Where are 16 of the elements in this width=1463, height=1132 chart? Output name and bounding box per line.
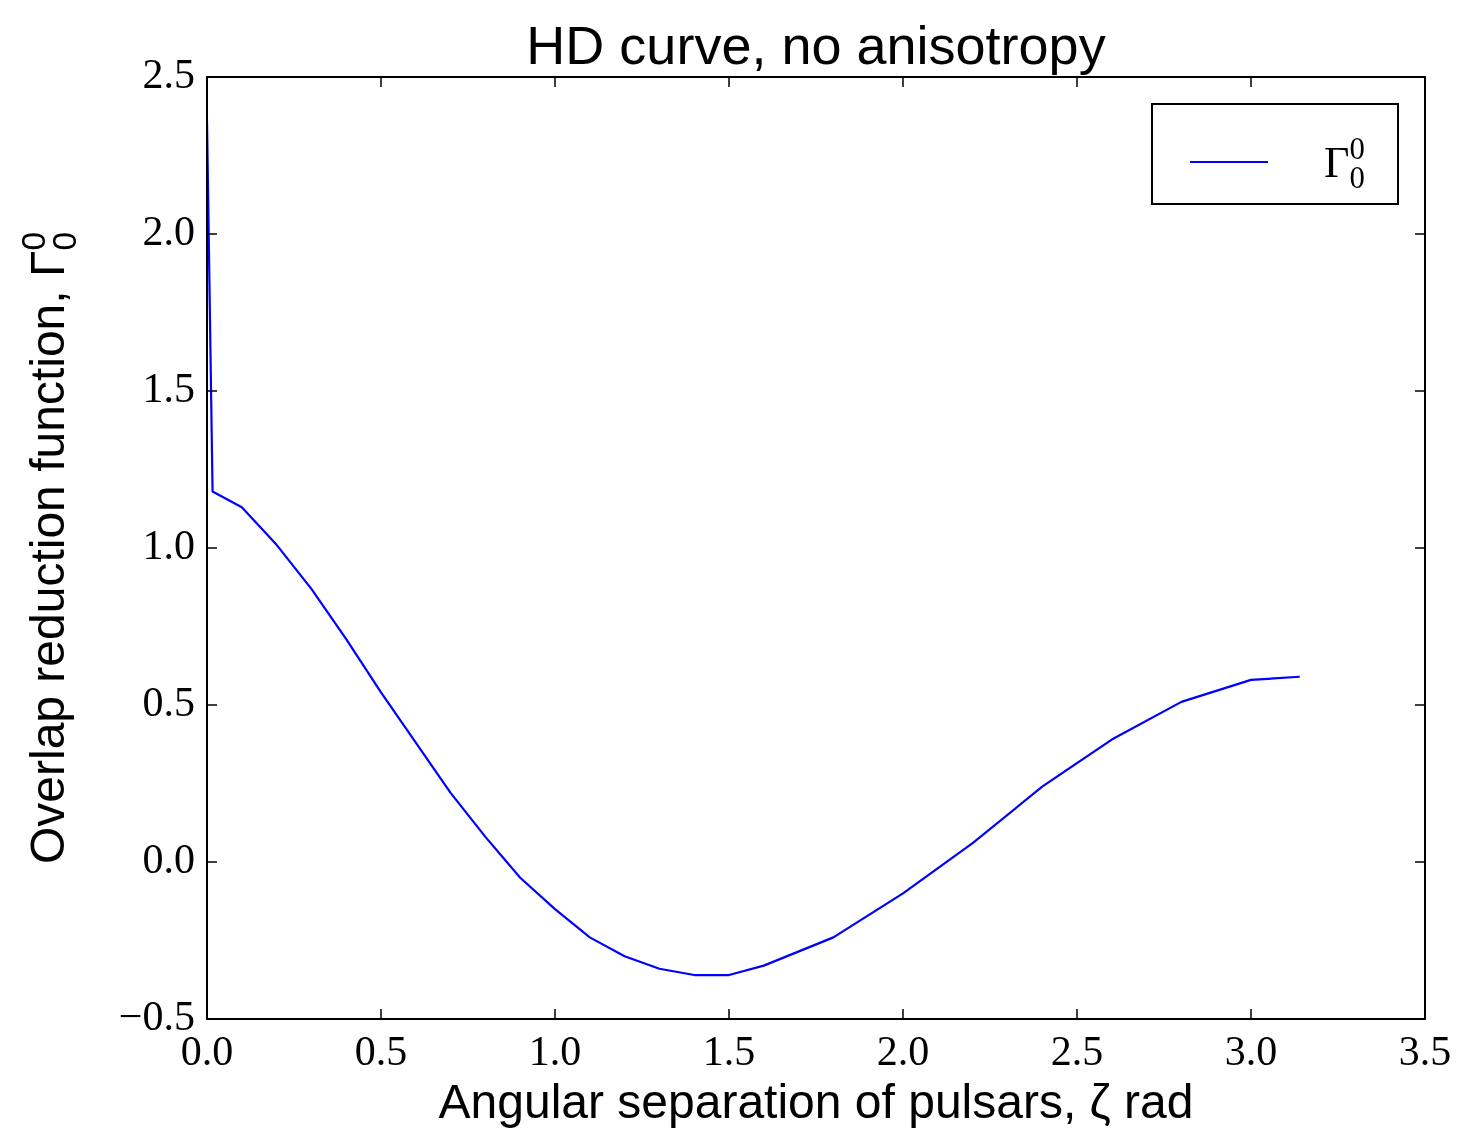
x-tick-label: 3.5: [1398, 1028, 1452, 1075]
y-tick-label: 0.5: [142, 679, 195, 726]
x-tick-label: 3.0: [1224, 1028, 1278, 1075]
chart-title: HD curve, no anisotropy: [526, 15, 1106, 75]
x-tick-label: 2.5: [1050, 1028, 1104, 1075]
y-tick-label: 1.0: [142, 522, 195, 569]
x-tick-label: 1.5: [702, 1028, 756, 1075]
y-tick-label: 1.5: [142, 365, 195, 412]
y-axis-title: Overlap reduction function, Γ00: [14, 231, 83, 865]
x-tick-label: 0.5: [354, 1028, 408, 1075]
y-tick-label: 0.0: [142, 836, 195, 883]
y-tick-label: 2.0: [142, 208, 195, 255]
x-axis-title: Angular separation of pulsars, ζ rad: [438, 1075, 1194, 1128]
y-tick-label: 2.5: [142, 51, 195, 98]
x-tick-label: 1.0: [528, 1028, 582, 1075]
x-tick-label: 2.0: [876, 1028, 930, 1075]
